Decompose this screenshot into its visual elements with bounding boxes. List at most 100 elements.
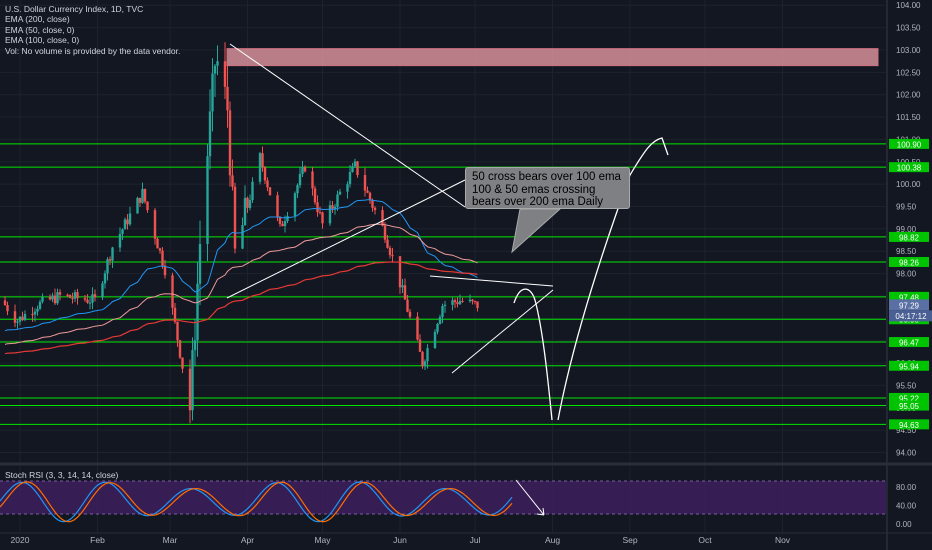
ema100-line[interactable] <box>4 223 478 345</box>
candle-body[interactable] <box>6 305 9 312</box>
candle-body[interactable] <box>453 300 457 303</box>
candle-body[interactable] <box>58 292 62 295</box>
candle-body[interactable] <box>266 180 269 188</box>
candle-body[interactable] <box>418 339 422 352</box>
candle-body[interactable] <box>36 308 39 312</box>
candle-body[interactable] <box>211 73 214 112</box>
candle-body[interactable] <box>146 201 149 211</box>
candle-body[interactable] <box>373 207 377 211</box>
candle-body[interactable] <box>458 300 462 305</box>
ema100-legend[interactable]: EMA (100, close, 0) <box>5 35 80 46</box>
resistance-zone[interactable] <box>226 48 879 67</box>
candle-body[interactable] <box>48 296 52 300</box>
candle-body[interactable] <box>128 213 132 225</box>
candle-body[interactable] <box>251 181 254 201</box>
candle-body[interactable] <box>248 200 252 208</box>
candle-body[interactable] <box>161 250 164 266</box>
candle-body[interactable] <box>333 206 337 209</box>
candle-body[interactable] <box>226 86 229 111</box>
candle-body[interactable] <box>101 283 104 298</box>
candle-body[interactable] <box>268 187 272 196</box>
candle-body[interactable] <box>181 357 184 369</box>
candle-body[interactable] <box>118 233 122 248</box>
candle-body[interactable] <box>71 297 74 299</box>
candle-body[interactable] <box>153 210 157 239</box>
candle-body[interactable] <box>73 292 77 299</box>
candle-body[interactable] <box>406 299 409 312</box>
candle-body[interactable] <box>88 302 92 304</box>
candle-body[interactable] <box>41 296 44 302</box>
candle-body[interactable] <box>461 300 464 302</box>
candle-body[interactable] <box>421 351 424 367</box>
candle-body[interactable] <box>313 188 317 203</box>
candle-body[interactable] <box>31 313 34 315</box>
candle-body[interactable] <box>13 311 17 323</box>
candle-body[interactable] <box>301 166 304 174</box>
candle-body[interactable] <box>103 273 107 284</box>
candle-body[interactable] <box>38 301 42 309</box>
wedge-upper-line[interactable] <box>429 275 554 287</box>
candle-body[interactable] <box>258 153 262 182</box>
candle-body[interactable] <box>471 299 474 302</box>
candle-body[interactable] <box>286 215 289 222</box>
candle-body[interactable] <box>106 259 109 274</box>
candle-body[interactable] <box>316 202 319 213</box>
candle-body[interactable] <box>368 192 372 201</box>
candle-body[interactable] <box>401 285 404 288</box>
candle-body[interactable] <box>53 295 57 304</box>
candle-body[interactable] <box>348 172 352 185</box>
candle-body[interactable] <box>318 212 322 214</box>
candle-body[interactable] <box>473 301 477 303</box>
candle-body[interactable] <box>278 216 282 224</box>
candle-body[interactable] <box>126 219 129 225</box>
candle-body[interactable] <box>223 61 227 87</box>
candle-body[interactable] <box>321 212 324 224</box>
stoch-rsi-d-line[interactable] <box>0 481 513 523</box>
candle-body[interactable] <box>311 171 314 189</box>
ema200-legend[interactable]: EMA (200, close) <box>5 14 70 25</box>
candle-body[interactable] <box>213 65 217 74</box>
candle-body[interactable] <box>441 306 444 318</box>
candle-body[interactable] <box>281 223 284 227</box>
candle-body[interactable] <box>276 195 279 217</box>
candle-body[interactable] <box>156 238 159 249</box>
candle-body[interactable] <box>351 166 354 173</box>
candle-body[interactable] <box>83 298 87 300</box>
triangle-lower-line[interactable] <box>226 179 466 299</box>
triangle-upper-line[interactable] <box>229 43 466 208</box>
candle-body[interactable] <box>193 340 197 351</box>
candle-body[interactable] <box>21 316 24 320</box>
candle-body[interactable] <box>91 294 94 303</box>
candle-body[interactable] <box>416 316 419 340</box>
candle-body[interactable] <box>51 295 54 300</box>
stoch-rsi-k-line[interactable] <box>0 481 513 523</box>
candle-body[interactable] <box>121 229 124 234</box>
candle-body[interactable] <box>241 225 244 249</box>
candle-body[interactable] <box>261 153 264 168</box>
candle-body[interactable] <box>191 350 194 411</box>
ema50-legend[interactable]: EMA (50, close, 0) <box>5 24 75 35</box>
candle-body[interactable] <box>3 300 7 306</box>
candle-body[interactable] <box>233 186 237 249</box>
candle-body[interactable] <box>386 239 389 248</box>
candle-body[interactable] <box>18 316 22 322</box>
candle-body[interactable] <box>383 225 387 240</box>
candle-body[interactable] <box>296 185 299 194</box>
candle-body[interactable] <box>246 197 249 208</box>
candle-body[interactable] <box>171 275 174 308</box>
candle-body[interactable] <box>293 193 297 216</box>
candle-body[interactable] <box>66 294 69 296</box>
candle-body[interactable] <box>476 301 479 309</box>
candle-body[interactable] <box>141 188 144 203</box>
candle-body[interactable] <box>23 313 27 320</box>
candle-body[interactable] <box>303 166 307 172</box>
candle-body[interactable] <box>356 161 359 176</box>
candle-body[interactable] <box>433 331 437 349</box>
ema200-line[interactable] <box>4 261 478 355</box>
candle-body[interactable] <box>456 302 459 305</box>
candle-body[interactable] <box>366 190 369 193</box>
candle-body[interactable] <box>336 194 339 207</box>
candle-body[interactable] <box>371 200 374 208</box>
candle-body[interactable] <box>443 304 447 307</box>
